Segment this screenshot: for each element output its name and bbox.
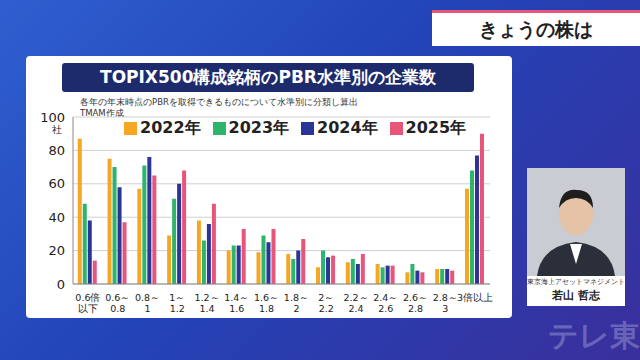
svg-text:2.8～3: 2.8～3 xyxy=(433,292,458,314)
svg-text:1.4～1.6: 1.4～1.6 xyxy=(224,292,249,314)
svg-text:0.6倍以下: 0.6倍以下 xyxy=(75,292,100,314)
svg-text:1～1.2: 1～1.2 xyxy=(169,292,185,314)
svg-text:100: 100 xyxy=(40,110,65,125)
html-text:2024年: 2024年 xyxy=(317,118,378,137)
html-text:2022年: 2022年 xyxy=(140,118,201,137)
svg-text:0: 0 xyxy=(57,277,65,292)
svg-text:1.6～1.8: 1.6～1.8 xyxy=(254,292,279,314)
svg-text:2.2～2.4: 2.2～2.4 xyxy=(343,292,368,314)
html-text:きょうの株は: きょうの株は xyxy=(479,17,593,40)
html-text:テレ東: テレ東 xyxy=(548,318,640,353)
html-text:2025年: 2025年 xyxy=(405,118,467,137)
svg-text:1.2～1.4: 1.2～1.4 xyxy=(194,292,219,314)
html-text:TOPIX500構成銘柄のPBR水準別の企業数: TOPIX500構成銘柄のPBR水準別の企業数 xyxy=(100,67,436,87)
svg-text:40: 40 xyxy=(48,210,65,225)
html-text:東京海上アセットマネジメント: 東京海上アセットマネジメント xyxy=(527,278,625,286)
html-text:社: 社 xyxy=(52,124,62,135)
svg-text:2.6～2.8: 2.6～2.8 xyxy=(403,292,428,314)
svg-text:3倍以上: 3倍以上 xyxy=(457,292,493,303)
svg-text:60: 60 xyxy=(48,176,65,191)
svg-text:80: 80 xyxy=(48,143,65,158)
svg-text:0.6～0.8: 0.6～0.8 xyxy=(105,292,130,314)
html-text:各年の年末時点のPBRを取得できるものについて水準別に分類し: 各年の年末時点のPBRを取得できるものについて水準別に分類し算出 xyxy=(80,97,358,107)
html-text:若山 哲志: 若山 哲志 xyxy=(552,289,600,302)
html-text:2023年: 2023年 xyxy=(228,118,290,137)
svg-text:1.8～2: 1.8～2 xyxy=(284,292,309,314)
svg-text:2.4～2.6: 2.4～2.6 xyxy=(373,292,398,314)
svg-text:2～2.2: 2～2.2 xyxy=(318,292,334,314)
svg-text:20: 20 xyxy=(48,243,65,258)
html-text:TMAM作成: TMAM作成 xyxy=(80,108,124,118)
svg-text:0.8～1: 0.8～1 xyxy=(135,292,160,314)
